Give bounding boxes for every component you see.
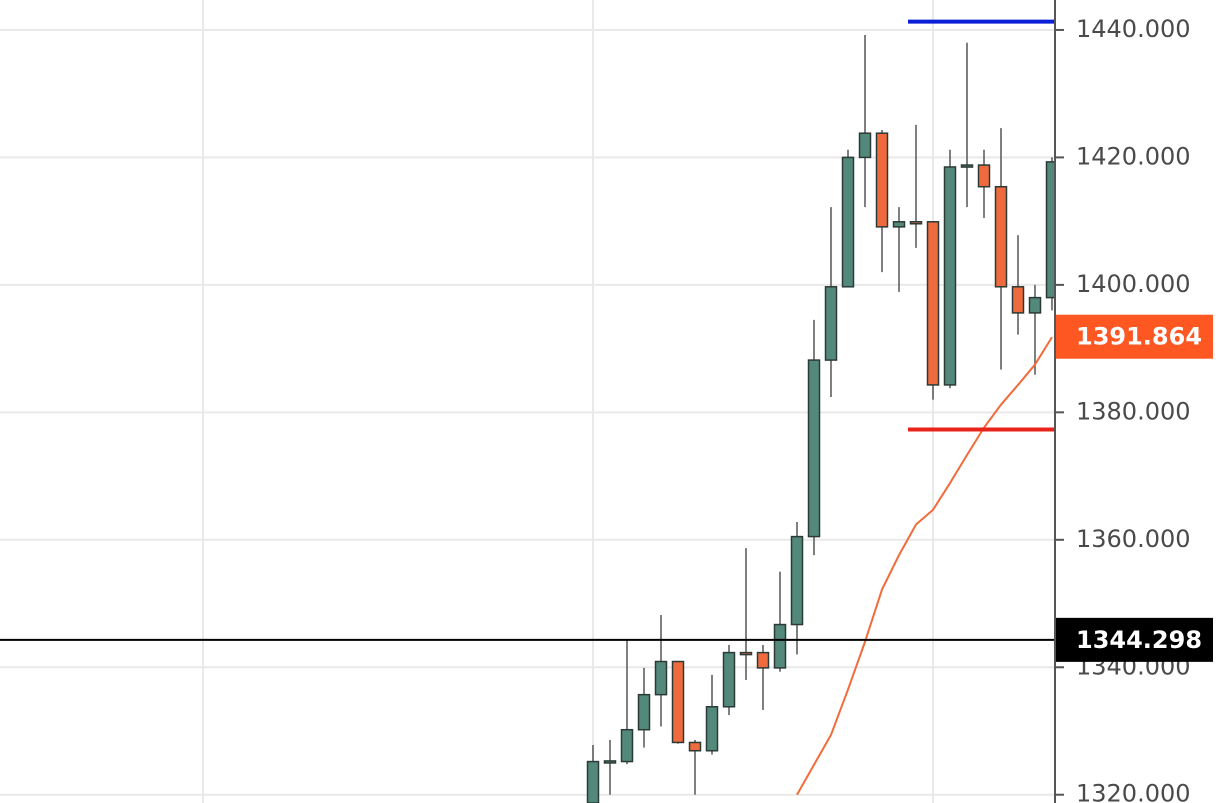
candle-body — [875, 132, 889, 228]
candle-body — [977, 164, 991, 188]
y-tick-label: 1400.000 — [1076, 270, 1191, 298]
candle-body — [722, 651, 736, 708]
candle-body — [654, 660, 668, 696]
candle-body — [1011, 286, 1025, 314]
candle-body — [1045, 161, 1054, 299]
plot — [0, 19, 1054, 803]
candle-body — [739, 651, 753, 656]
candle-body — [841, 156, 855, 288]
price-badge-label: 1391.864 — [1076, 323, 1202, 351]
candle-body — [943, 166, 957, 386]
candle-body — [586, 760, 600, 803]
candle-body — [1028, 296, 1042, 314]
candle-body — [994, 185, 1008, 288]
candle-body — [688, 741, 702, 752]
candle-body — [620, 728, 634, 763]
candle-body — [756, 651, 770, 669]
y-tick-label: 1380.000 — [1076, 397, 1191, 425]
y-tick-label: 1420.000 — [1076, 142, 1191, 170]
candle-body — [892, 221, 906, 228]
price-badge — [1056, 314, 1213, 359]
candle-body — [824, 286, 838, 361]
candle-body — [858, 132, 872, 159]
candle-body — [807, 359, 821, 538]
candle-body — [926, 221, 940, 386]
candle-body — [671, 660, 685, 744]
candle-body — [773, 623, 787, 669]
candle-body — [790, 535, 804, 626]
price-axis: 1320.0001340.0001360.0001380.0001400.000… — [1055, 15, 1213, 803]
y-tick-label: 1440.000 — [1076, 15, 1191, 43]
moving-average — [796, 336, 1053, 796]
y-tick-label: 1320.000 — [1076, 780, 1191, 803]
candle-body — [705, 706, 719, 752]
time-grid — [202, 0, 934, 803]
candle-body — [960, 164, 974, 168]
candle-body — [603, 760, 617, 764]
price-badge — [1056, 617, 1213, 662]
candle-body — [637, 693, 651, 731]
candle-body — [909, 221, 923, 225]
y-tick-label: 1360.000 — [1076, 525, 1191, 553]
price-badge-label: 1344.298 — [1076, 626, 1202, 654]
